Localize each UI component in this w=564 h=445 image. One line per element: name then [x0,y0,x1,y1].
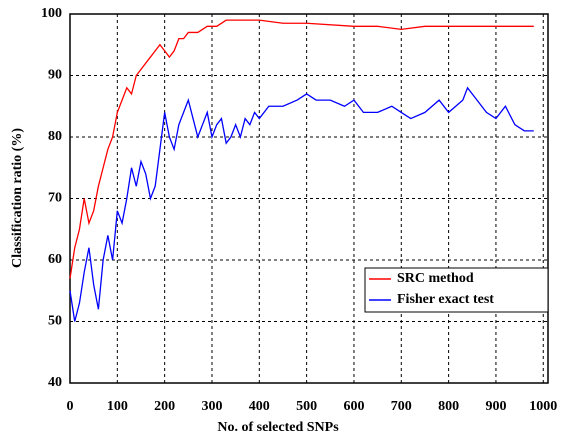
y-tick-label: 80 [48,129,62,144]
y-tick-label: 40 [48,375,62,390]
y-tick-label: 70 [48,191,62,206]
x-tick-label: 400 [249,399,270,414]
y-tick-label: 60 [48,252,62,267]
x-tick-label: 300 [201,399,222,414]
plot-frame [69,13,549,384]
y-tick-label: 50 [48,314,62,329]
legend-box [364,267,549,313]
y-tick-label: 100 [41,6,62,21]
x-tick-label: 1000 [529,399,557,414]
x-tick-label: 900 [485,399,506,414]
line-series [69,86,534,322]
x-tick-label: 500 [296,399,317,414]
legend-label: SRC method [397,271,474,286]
x-tick-label: 800 [438,399,459,414]
x-tick-label: 200 [154,399,175,414]
x-tick-label: 100 [107,399,128,414]
x-axis-label: No. of selected SNPs [217,420,339,435]
x-tick-label: 700 [391,399,412,414]
legend-label: Fisher exact test [397,292,494,307]
x-tick-label: 0 [67,399,74,414]
line-series [69,19,534,279]
x-tick-label: 600 [343,399,364,414]
y-axis-label: Classification ratio (%) [10,128,25,268]
y-tick-label: 90 [48,68,62,83]
